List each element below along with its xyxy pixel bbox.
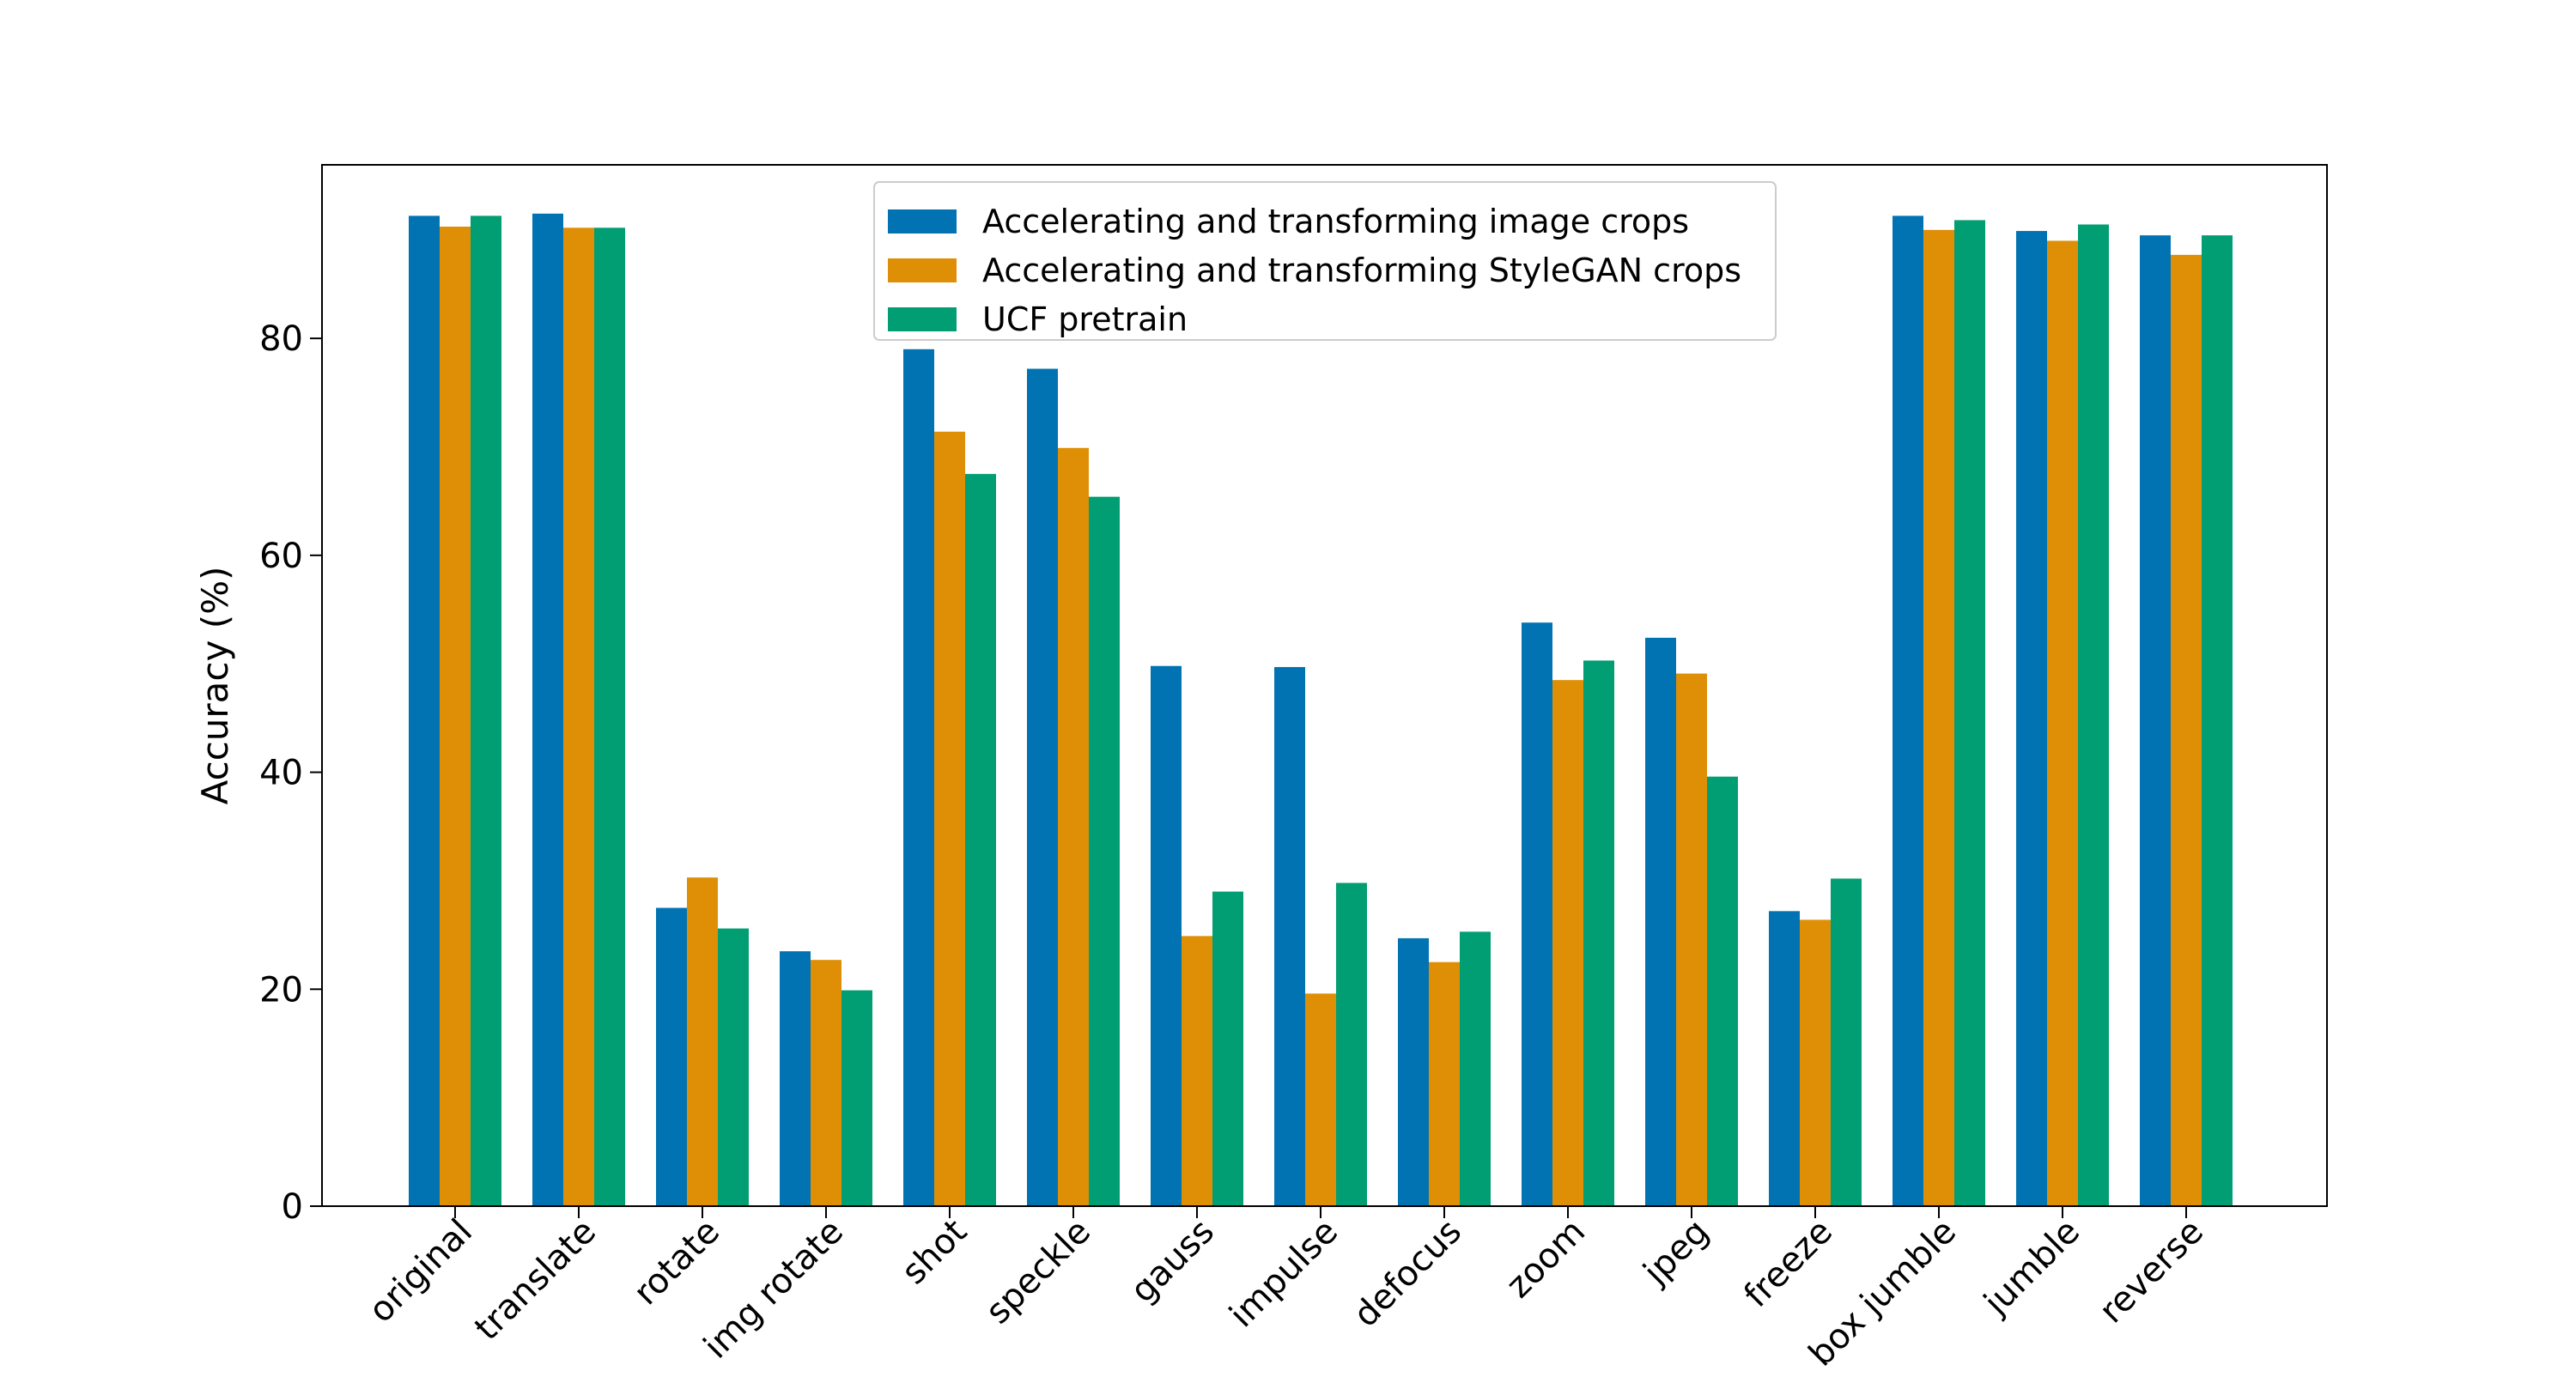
x-tick-label: gauss (1123, 1212, 1222, 1311)
bar-2-translate (563, 227, 594, 1206)
bar-3-jumble (2078, 224, 2109, 1206)
x-tick-label: jumble (1976, 1212, 2087, 1324)
bar-1-img-rotate (780, 951, 811, 1206)
bar-2-shot (934, 431, 965, 1207)
x-tick-label: zoom (1499, 1212, 1594, 1307)
bar-2-gauss (1182, 936, 1212, 1206)
bar-2-img-rotate (811, 960, 841, 1206)
bar-2-defocus (1429, 961, 1460, 1206)
bar-1-rotate (656, 907, 687, 1206)
y-tick-label: 20 (259, 970, 303, 1010)
bar-2-freeze (1800, 919, 1831, 1206)
plot-area (321, 164, 2328, 1207)
bar-3-box-jumble (1954, 220, 1985, 1207)
bar-1-defocus (1398, 937, 1429, 1206)
bar-3-impulse (1336, 883, 1367, 1206)
bar-2-zoom (1552, 680, 1583, 1206)
y-tick-label: 40 (259, 754, 303, 793)
legend-label-1: Accelerating and transforming image crop… (982, 203, 1689, 240)
bar-3-jpeg (1707, 776, 1738, 1206)
bar-1-jpeg (1645, 637, 1676, 1206)
bar-2-reverse (2171, 254, 2202, 1206)
y-tick-label: 60 (259, 537, 303, 576)
legend (873, 181, 1777, 341)
x-tick-label: reverse (2092, 1212, 2211, 1332)
x-tick-label: original (361, 1212, 480, 1331)
y-tick-label: 80 (259, 319, 303, 359)
bar-3-rotate (718, 928, 749, 1206)
x-tick-label: jpeg (1636, 1212, 1716, 1293)
bar-1-speckle (1027, 368, 1058, 1206)
bar-3-img-rotate (841, 990, 872, 1206)
bar-1-shot (903, 349, 934, 1206)
x-tick-label: rotate (626, 1212, 727, 1313)
legend-swatch-1 (888, 209, 957, 234)
bar-1-translate (532, 213, 563, 1207)
bar-2-speckle (1058, 447, 1089, 1206)
bar-1-zoom (1522, 622, 1552, 1206)
bar-3-zoom (1583, 660, 1614, 1206)
bar-2-impulse (1305, 993, 1336, 1206)
bar-3-defocus (1460, 931, 1491, 1206)
y-tick-label: 0 (282, 1187, 303, 1227)
bar-2-rotate (687, 877, 718, 1206)
bar-1-freeze (1769, 911, 1800, 1206)
x-tick-label: freeze (1737, 1212, 1841, 1316)
bar-3-speckle (1089, 496, 1120, 1206)
x-tick-label: translate (467, 1212, 604, 1349)
bar-3-freeze (1831, 878, 1862, 1206)
bar-1-impulse (1274, 667, 1305, 1206)
bar-3-reverse (2202, 235, 2233, 1206)
bar-2-jpeg (1676, 673, 1707, 1206)
x-tick-label: defocus (1346, 1212, 1469, 1335)
y-axis-label: Accuracy (%) (194, 567, 236, 805)
legend-label-3: UCF pretrain (982, 300, 1188, 338)
bar-1-jumble (2016, 231, 2047, 1207)
bar-1-original (409, 215, 440, 1206)
bar-3-translate (594, 227, 625, 1206)
legend-label-2: Accelerating and transforming StyleGAN c… (982, 252, 1741, 289)
legend-swatch-3 (888, 307, 957, 331)
bar-3-gauss (1212, 891, 1243, 1206)
bar-2-box-jumble (1923, 229, 1954, 1206)
bar-1-gauss (1151, 665, 1182, 1206)
bar-2-jumble (2047, 240, 2078, 1207)
bar-3-shot (965, 474, 996, 1206)
bar-1-reverse (2140, 235, 2171, 1206)
bar-2-original (440, 227, 471, 1206)
bar-1-box-jumble (1893, 215, 1923, 1206)
bar-3-original (471, 215, 501, 1206)
x-tick-label: impulse (1222, 1212, 1346, 1336)
x-tick-label: shot (894, 1212, 975, 1293)
x-tick-label: speckle (978, 1212, 1098, 1332)
legend-swatch-2 (888, 258, 957, 282)
